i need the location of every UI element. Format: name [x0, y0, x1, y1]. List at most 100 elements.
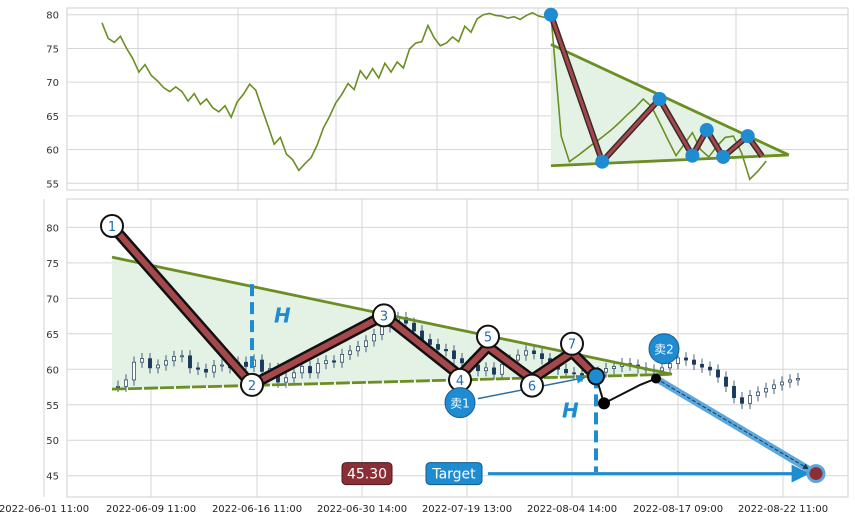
bottom-y-tick-label: 75 — [46, 259, 59, 270]
x-tick-label: 2022-08-22 11:00 — [738, 504, 828, 515]
top-panel: 55 60 65 70 75 80 — [46, 7, 849, 191]
projection-arrow — [655, 378, 810, 470]
candle-body — [748, 395, 752, 404]
target-value-label: 45.30 — [347, 467, 387, 483]
candle-body — [516, 354, 520, 361]
candle-body — [428, 339, 432, 345]
candle-body — [572, 372, 576, 375]
candle-body — [700, 363, 704, 368]
candle-body — [260, 359, 264, 372]
x-tick-label: 2022-06-30 14:00 — [317, 504, 407, 515]
pivot-label: 7 — [568, 338, 576, 353]
sell2-label: 卖2 — [654, 343, 674, 357]
candle-body — [316, 363, 320, 374]
candle-body — [244, 361, 248, 367]
top-pivot-marker — [699, 123, 714, 138]
top-price-line — [101, 11, 552, 172]
pivot-label: 1 — [108, 220, 116, 235]
candle-body — [180, 355, 184, 358]
candle-body — [284, 377, 288, 383]
candle-body — [148, 358, 152, 369]
sell1-badge — [444, 387, 476, 419]
x-tick-label: 2022-08-17 09:00 — [633, 504, 723, 515]
sell2-badge — [648, 333, 680, 365]
candle-body — [780, 381, 784, 386]
bottom-y-tick-label: 50 — [46, 436, 59, 447]
candle-body — [132, 361, 136, 381]
bottom-y-tick-label: 60 — [46, 365, 59, 376]
top-price-line — [550, 14, 767, 181]
pivot-label: 5 — [484, 331, 492, 346]
candle-body — [492, 367, 496, 375]
candle-body — [372, 334, 376, 342]
bottom-y-tick-label: 55 — [46, 401, 59, 412]
candle-body — [116, 385, 120, 388]
top-pivot-marker — [685, 148, 700, 163]
pivot-label: 6 — [528, 380, 536, 395]
candle-body — [604, 368, 608, 373]
candle-body — [732, 385, 736, 399]
candle-body — [364, 340, 368, 347]
breakout-path — [595, 376, 657, 405]
candle-body — [292, 372, 296, 379]
top-y-tick-label: 75 — [46, 44, 59, 55]
candle-body — [164, 360, 168, 366]
pivot-marker — [560, 331, 584, 356]
x-tick-label: 2022-07-19 13:00 — [422, 504, 512, 515]
candle-body — [692, 359, 696, 365]
candle-body — [476, 364, 480, 372]
pivot-label: 4 — [456, 374, 464, 389]
candle-body — [484, 367, 488, 372]
candle-body — [340, 354, 344, 363]
target-point-marker — [806, 464, 826, 484]
top-triangle-fill — [550, 44, 789, 166]
target-value-badge — [341, 462, 393, 486]
candle-body — [348, 350, 352, 355]
candle-body — [668, 363, 672, 369]
pivot-marker — [476, 324, 500, 349]
candle-body — [796, 378, 800, 381]
breakout-end-dot — [651, 373, 661, 384]
candle-body — [356, 346, 360, 352]
candle-body — [196, 367, 200, 370]
candle-body — [204, 368, 208, 373]
top-pivot-marker — [740, 129, 755, 144]
candle-body — [332, 360, 336, 363]
candle-body — [452, 350, 456, 359]
candle-body — [212, 365, 216, 373]
top-y-tick-label: 60 — [46, 146, 59, 157]
candle-body — [540, 353, 544, 359]
bottom-y-tick-label: 65 — [46, 330, 59, 341]
top-plot-area — [66, 7, 849, 191]
height-label-left: H — [274, 303, 291, 327]
target-label: Target — [431, 467, 476, 483]
candle-body — [172, 356, 176, 362]
candle-body — [612, 366, 616, 369]
top-y-tick-label: 55 — [46, 179, 59, 190]
candle-body — [124, 379, 128, 387]
pivot-label: 3 — [380, 309, 388, 324]
bottom-y-tick-label: 80 — [46, 223, 59, 234]
top-y-tick-label: 80 — [46, 11, 59, 22]
candle-body — [684, 357, 688, 361]
candle-body — [460, 358, 464, 364]
candle-body — [156, 364, 160, 369]
top-y-tick-label: 70 — [46, 78, 59, 89]
candle-body — [660, 367, 664, 372]
sell1-label: 卖1 — [450, 397, 470, 411]
pivot-marker — [520, 373, 544, 398]
x-tick-label: 2022-06-16 11:00 — [212, 504, 302, 515]
candle-body — [764, 388, 768, 393]
top-pivot-marker — [716, 149, 731, 164]
candle-body — [188, 355, 192, 369]
bottom-y-tick-label: 70 — [46, 294, 59, 305]
candle-body — [756, 391, 760, 396]
candle-body — [300, 366, 304, 374]
candle-body — [740, 397, 744, 404]
candle-body — [676, 357, 680, 364]
candle-body — [564, 368, 568, 374]
top-y-tick-label: 65 — [46, 112, 59, 123]
x-tick-label: 2022-06-01 11:00 — [0, 504, 89, 515]
top-lower-trendline — [550, 153, 789, 168]
